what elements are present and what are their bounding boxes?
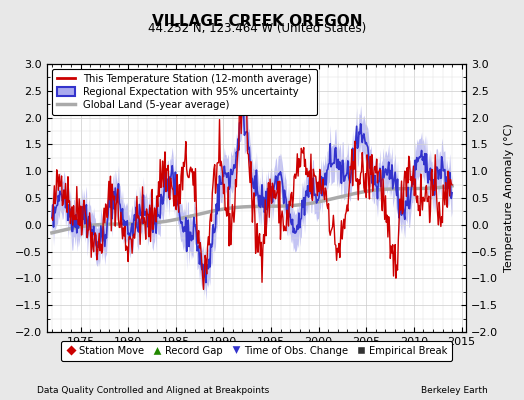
Text: Berkeley Earth: Berkeley Earth [421,386,487,395]
Legend: This Temperature Station (12-month average), Regional Expectation with 95% uncer: This Temperature Station (12-month avera… [52,69,316,115]
Y-axis label: Temperature Anomaly (°C): Temperature Anomaly (°C) [504,124,514,272]
Text: 44.252 N, 123.464 W (United States): 44.252 N, 123.464 W (United States) [148,22,366,35]
Legend: Station Move, Record Gap, Time of Obs. Change, Empirical Break: Station Move, Record Gap, Time of Obs. C… [61,341,452,361]
Text: VILLAGE CREEK OREGON: VILLAGE CREEK OREGON [151,14,362,29]
Text: Data Quality Controlled and Aligned at Breakpoints: Data Quality Controlled and Aligned at B… [37,386,269,395]
